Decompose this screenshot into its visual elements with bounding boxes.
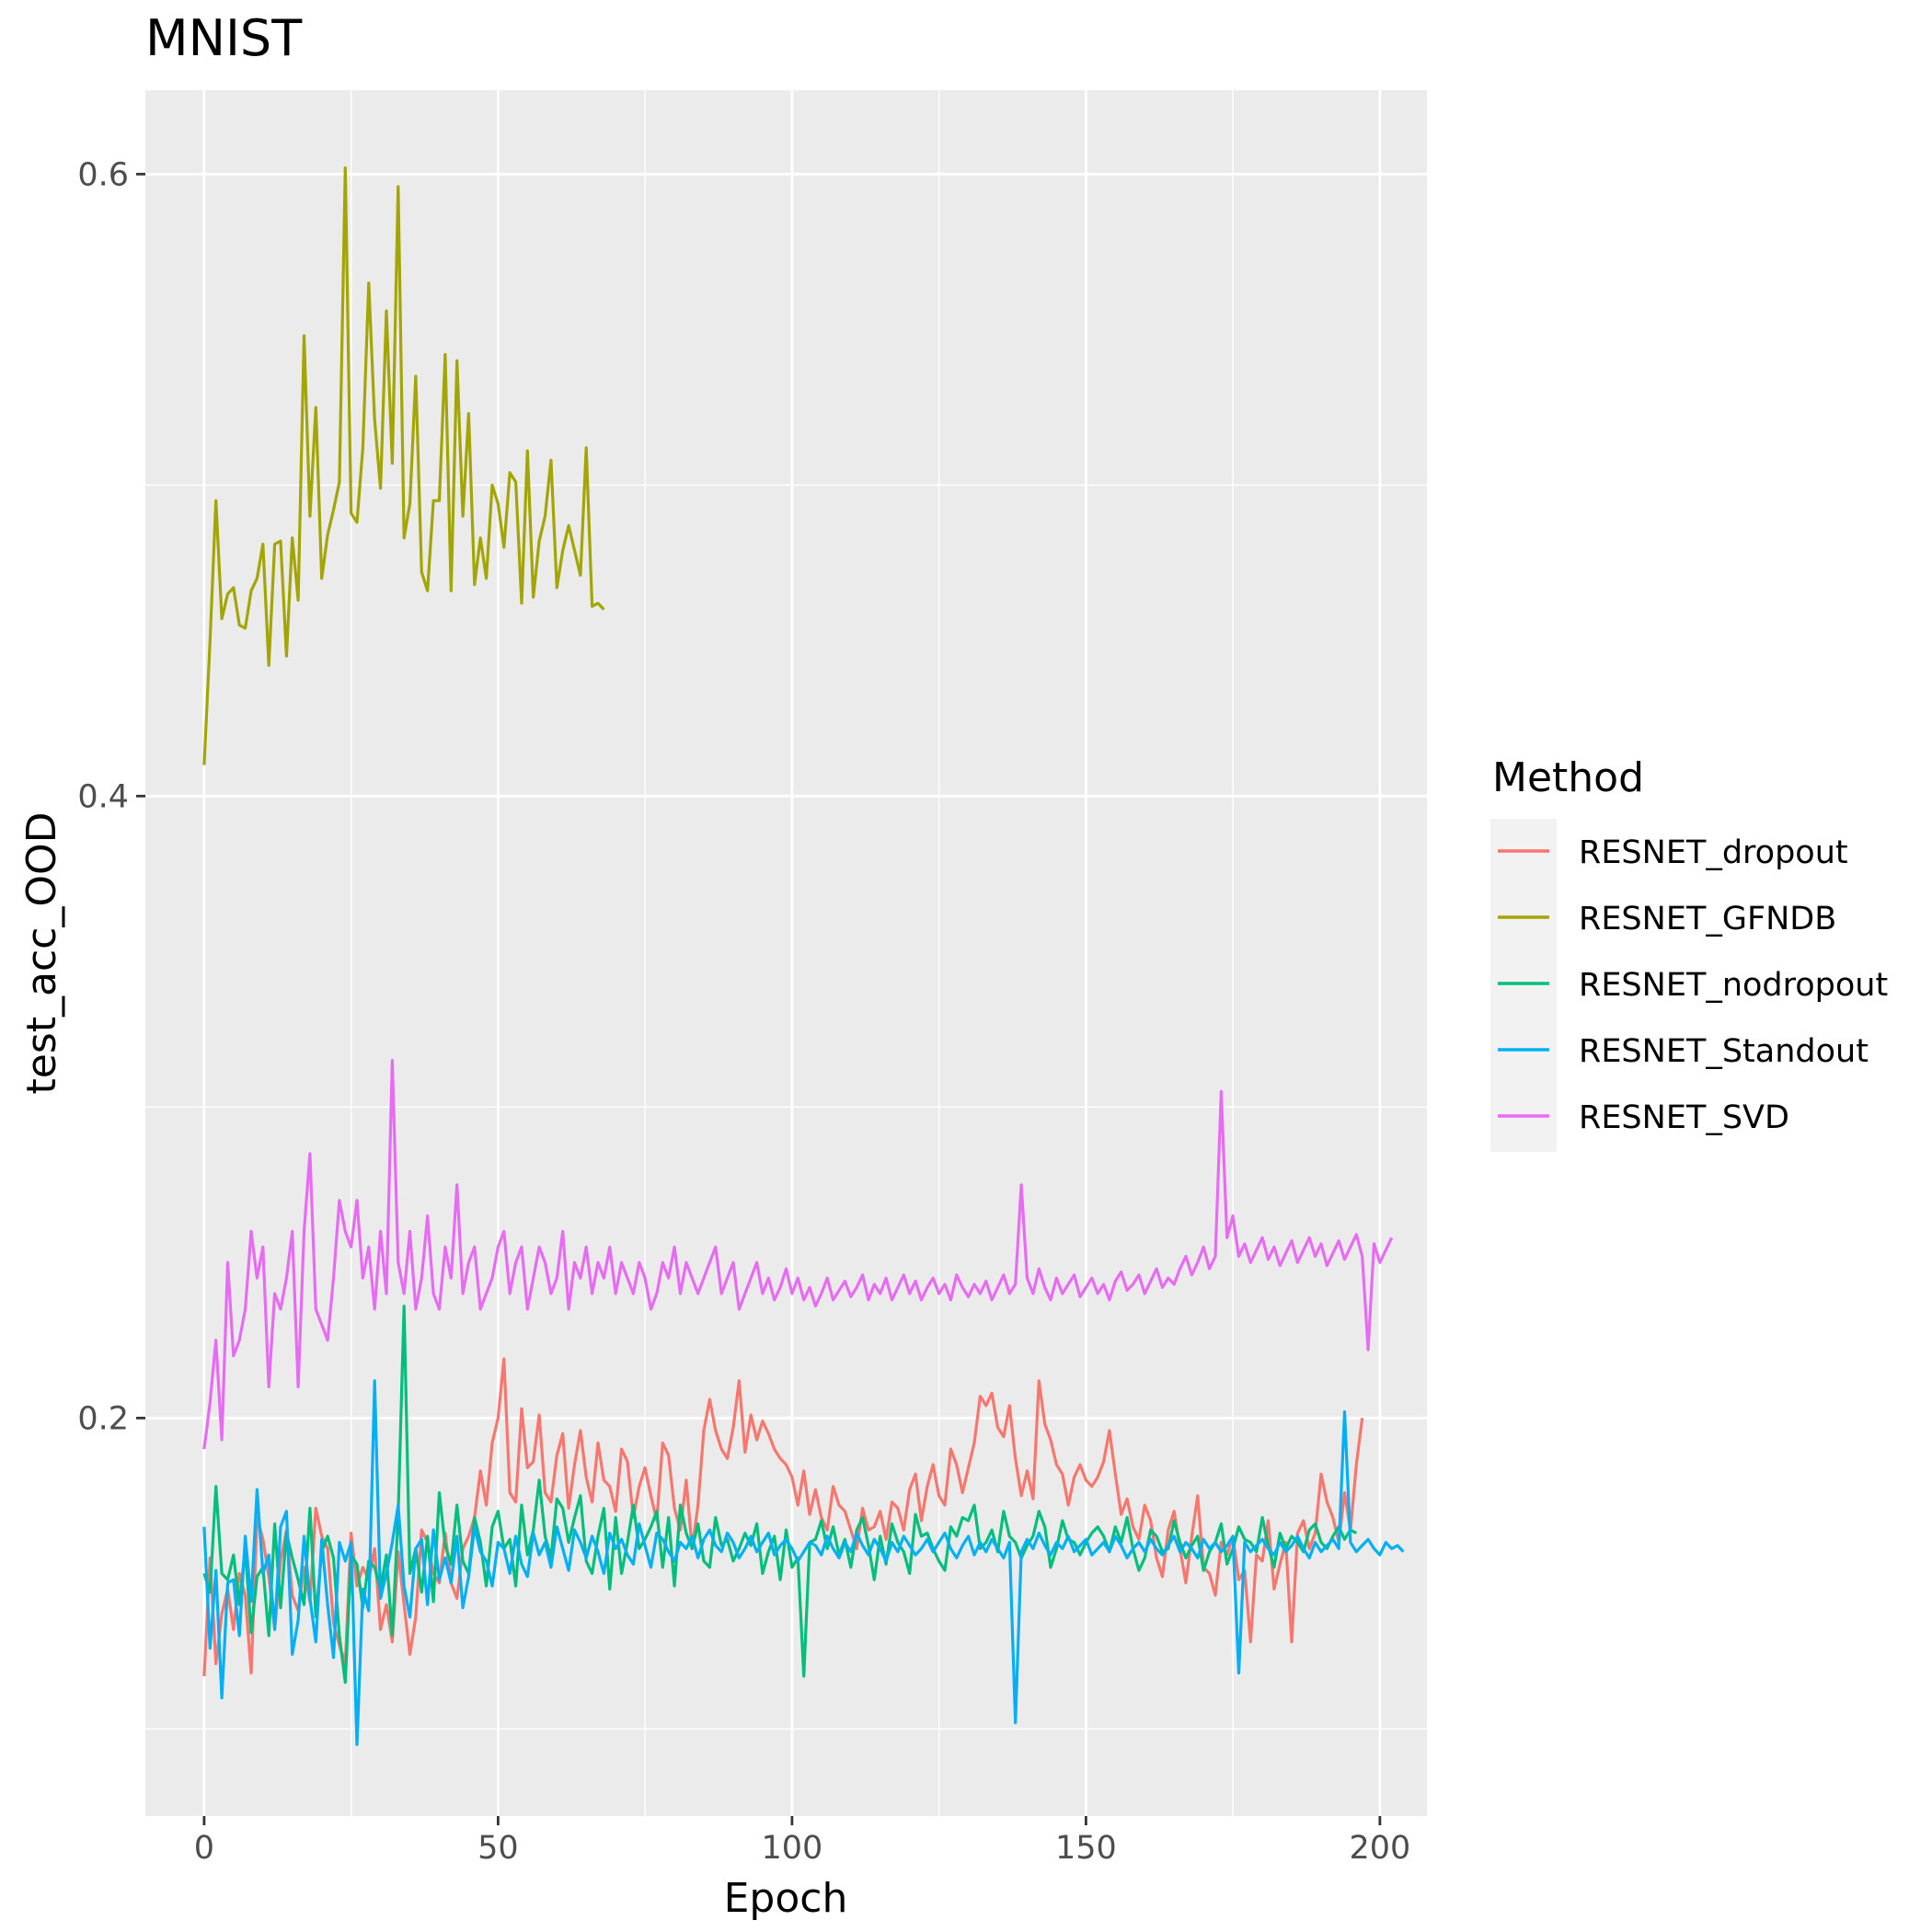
legend-label-resnet-standout: RESNET_Standout	[1579, 1033, 1869, 1070]
y-tick-label: 0.4	[77, 778, 129, 815]
series-layer	[202, 166, 1405, 1746]
y-tick-labels: 0.2 0.4 0.6	[77, 156, 129, 1437]
x-tick-label: 0	[194, 1830, 214, 1867]
x-tick-label: 100	[761, 1830, 822, 1867]
legend-key-background	[1490, 819, 1557, 1152]
chart-title: MNIST	[145, 9, 303, 67]
legend-label-resnet-dropout: RESNET_dropout	[1579, 834, 1848, 871]
series-line-resnet-gfndb	[202, 166, 605, 765]
y-tick-label: 0.6	[77, 156, 129, 193]
x-tick-label: 150	[1055, 1830, 1117, 1867]
legend: Method RESNET_dropoutRESNET_GFNDBRESNET_…	[1490, 754, 1888, 1152]
legend-label-resnet-nodropout: RESNET_nodropout	[1579, 967, 1888, 1004]
grid-major	[145, 90, 1427, 1816]
series-line-resnet-standout	[202, 1379, 1405, 1746]
series-line-resnet-svd	[202, 1058, 1394, 1450]
x-tick-label: 200	[1349, 1830, 1410, 1867]
legend-label-resnet-svd: RESNET_SVD	[1579, 1099, 1789, 1136]
legend-label-resnet-gfndb: RESNET_GFNDB	[1579, 901, 1836, 937]
y-tick-label: 0.2	[77, 1400, 129, 1437]
y-axis-title: test_acc_OOD	[18, 812, 65, 1095]
axis-ticks	[136, 172, 1382, 1825]
series-line-resnet-dropout	[202, 1357, 1364, 1676]
x-axis-title: Epoch	[724, 1875, 848, 1922]
legend-items: RESNET_dropout RESNET_GFNDB RESNET_nodropo…	[1498, 834, 1888, 1136]
plot-panel	[145, 90, 1427, 1816]
legend-title: Method	[1492, 754, 1644, 801]
x-tick-label: 50	[477, 1830, 519, 1867]
x-tick-labels: 0 50 100 150 200	[194, 1830, 1411, 1867]
grid-minor	[145, 90, 1427, 1816]
